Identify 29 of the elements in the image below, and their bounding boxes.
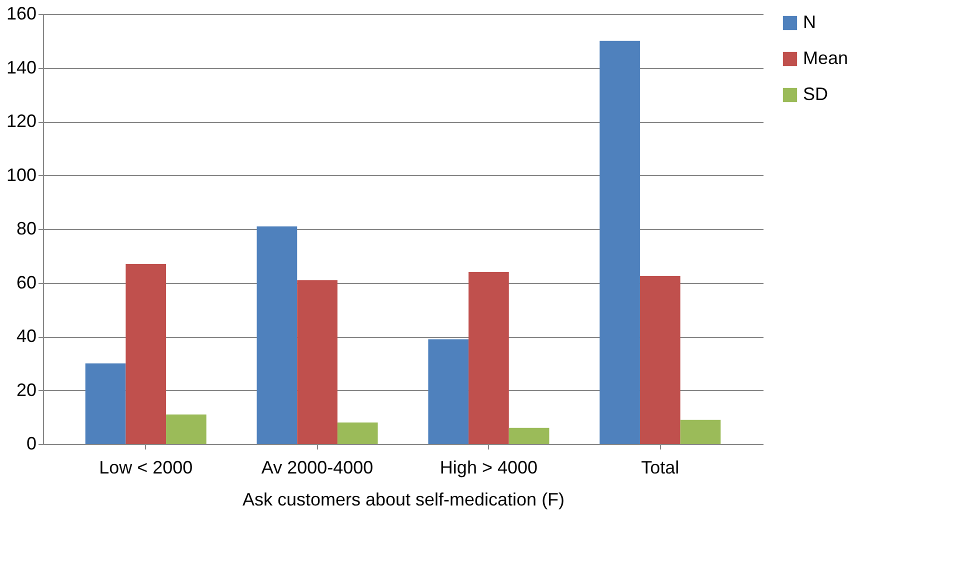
bar [166,414,206,444]
bar [126,264,166,444]
bar [337,422,378,444]
bar [680,420,721,444]
y-tick-label: 120 [6,111,36,131]
bar [85,363,126,444]
y-tick-label: 140 [6,57,36,78]
bar [297,280,338,444]
legend-label: N [803,12,816,32]
y-tick-label: 60 [16,272,36,292]
x-axis-title: Ask customers about self-medication (F) [242,490,565,510]
x-tick-label: Av 2000-4000 [261,458,374,478]
bar [600,40,640,444]
x-tick-label: High > 4000 [440,458,538,478]
y-tick-label: 160 [6,4,36,24]
legend-label: SD [803,84,828,104]
bar [428,339,469,444]
legend-label: Mean [803,48,848,68]
bar [468,272,509,444]
bar [508,428,550,444]
y-tick-label: 20 [16,380,36,400]
x-tick-label: Low < 2000 [99,458,193,478]
bar [256,226,298,444]
y-tick-label: 0 [26,434,36,454]
x-tick-label: Total [641,458,680,478]
y-tick-label: 40 [16,326,36,346]
y-tick-label: 80 [16,218,36,238]
y-tick-label: 100 [6,164,36,185]
bar [640,276,680,444]
